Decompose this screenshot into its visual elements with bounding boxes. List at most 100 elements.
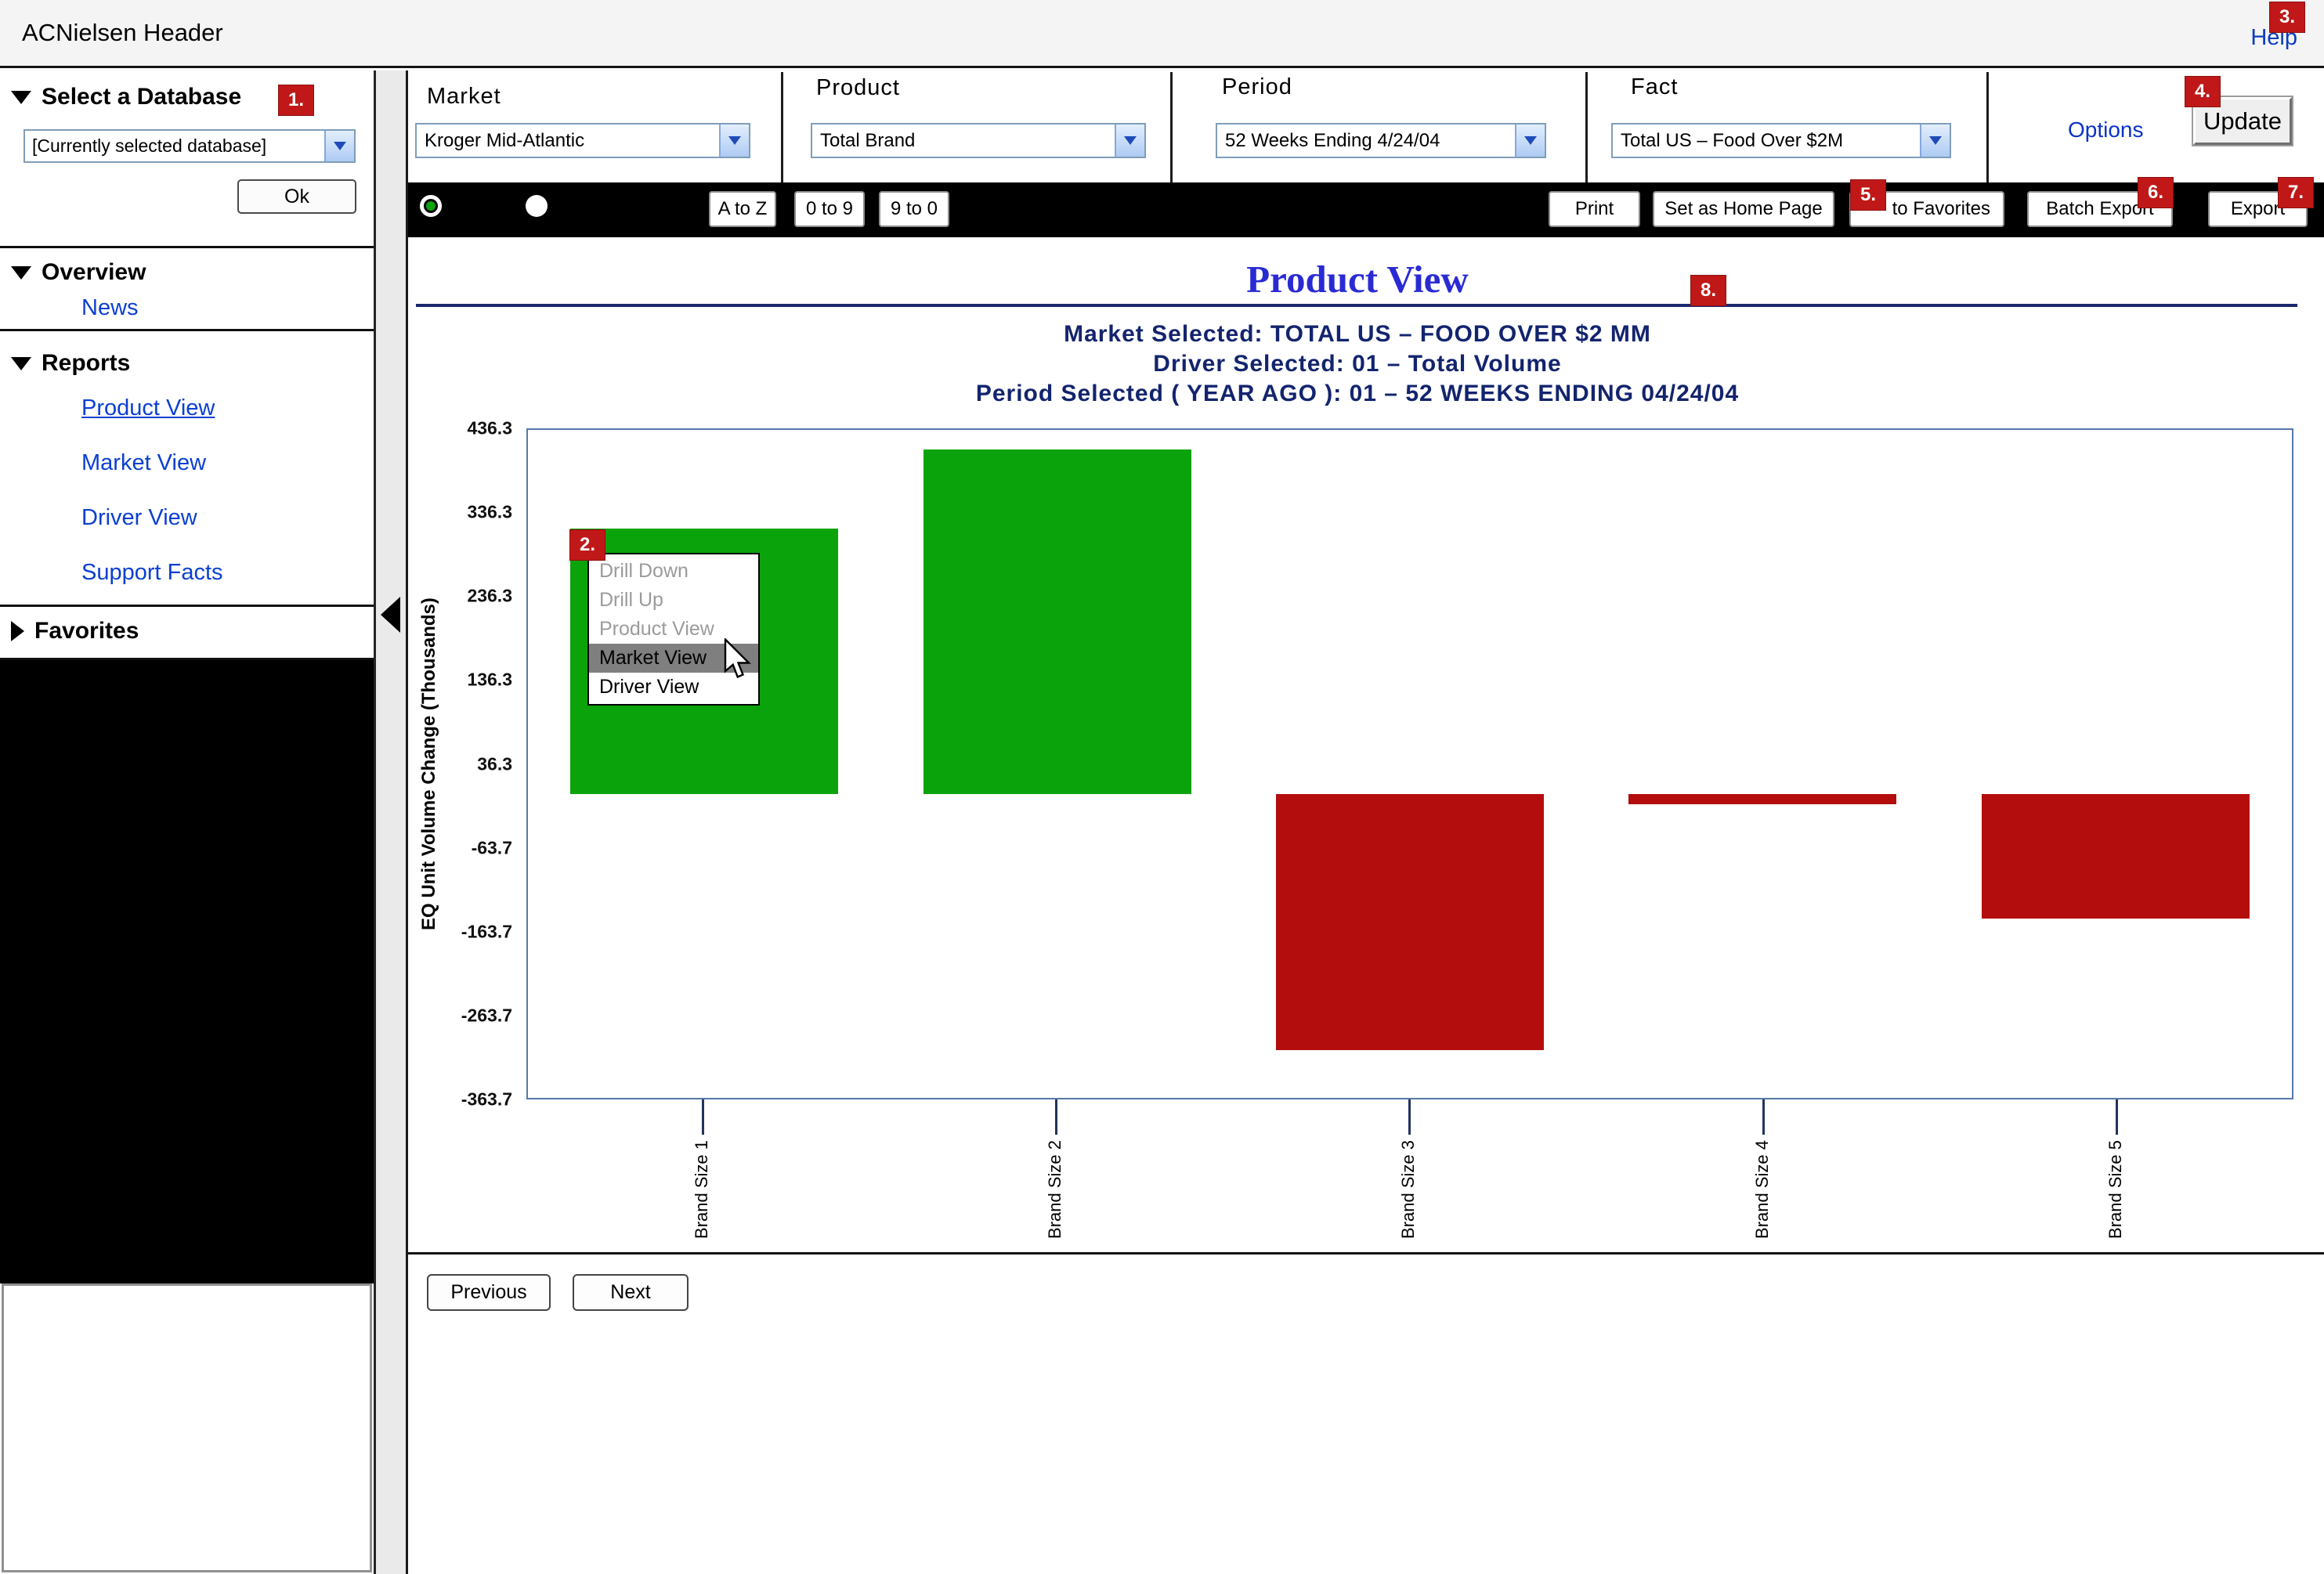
favorites-label: Favorites: [34, 618, 139, 644]
sidebar-item-market-view[interactable]: Market View: [81, 450, 207, 475]
menu-item-driver-view[interactable]: Driver View: [599, 676, 699, 698]
dropdown-arrow-icon: [1515, 125, 1545, 157]
x-tick-mark: [1762, 1099, 1765, 1135]
sidebar-divider: [0, 658, 374, 660]
x-tick-label: Brand Size 5: [2105, 1140, 2125, 1239]
collapse-sidebar-icon[interactable]: [381, 597, 400, 633]
chevron-down-icon: [11, 356, 31, 370]
reports-label: Reports: [42, 350, 131, 376]
radio-option-1[interactable]: [420, 195, 442, 217]
options-link[interactable]: Options: [2068, 117, 2144, 142]
bar-brand-size-4[interactable]: [1628, 794, 1896, 804]
product-select[interactable]: Total Brand: [811, 123, 1146, 158]
y-tick-label: -363.7: [461, 1088, 512, 1110]
database-select[interactable]: [Currently selected database]: [23, 129, 356, 163]
filter-separator: [1170, 72, 1173, 182]
fact-select-value: Total US – Food Over $2M: [1621, 129, 1844, 151]
select-database-label: Select a Database: [42, 84, 242, 110]
y-tick-label: 336.3: [467, 501, 512, 522]
x-tick-mark: [1055, 1099, 1057, 1135]
x-tick-mark: [1408, 1099, 1411, 1135]
x-tick-label: Brand Size 4: [1752, 1140, 1772, 1239]
context-menu: Drill Down Drill Up Product View Market …: [587, 553, 760, 706]
sidebar-divider: [0, 605, 374, 607]
annotation-badge-4: 4.: [2185, 76, 2221, 107]
select-database-header[interactable]: Select a Database: [11, 84, 241, 110]
annotation-badge-6: 6.: [2138, 177, 2174, 208]
ok-button[interactable]: Ok: [237, 179, 356, 214]
market-filter-label: Market: [427, 84, 501, 109]
chevron-down-icon: [11, 90, 31, 104]
report-title: Product View: [1246, 258, 1469, 301]
content-divider: [408, 1252, 2324, 1255]
period-select[interactable]: 52 Weeks Ending 4/24/04: [1216, 123, 1546, 158]
sidebar-collapse-strip: [374, 70, 408, 1574]
x-tick-label: Brand Size 1: [692, 1140, 711, 1239]
sidebar-item-product-view[interactable]: Product View: [81, 395, 215, 421]
y-tick-label: 36.3: [477, 753, 512, 774]
x-tick-label: Brand Size 3: [1398, 1140, 1418, 1239]
sidebar-bottom-panel: [2, 1283, 372, 1572]
y-tick-label: -63.7: [471, 837, 512, 858]
bar-brand-size-3[interactable]: [1276, 794, 1544, 1050]
y-tick-label: -263.7: [461, 1005, 512, 1026]
overview-label: Overview: [42, 259, 146, 285]
sidebar-divider: [0, 246, 374, 248]
plot-area: [526, 428, 2293, 1099]
previous-button[interactable]: Previous: [427, 1274, 551, 1311]
print-button[interactable]: Print: [1549, 191, 1640, 227]
favorites-header[interactable]: Favorites: [11, 618, 139, 644]
market-select-value: Kroger Mid-Atlantic: [425, 129, 585, 151]
report-toolbar: A to Z 0 to 9 9 to 0 Print Set as Home P…: [408, 182, 2324, 237]
mouse-cursor-icon: [724, 638, 751, 679]
set-home-page-button[interactable]: Set as Home Page: [1653, 191, 1834, 227]
dropdown-arrow-icon: [719, 125, 749, 157]
subtitle-market: Market Selected: TOTAL US – FOOD OVER $2…: [1064, 321, 1651, 347]
chevron-right-icon: [11, 621, 24, 641]
sidebar-item-driver-view[interactable]: Driver View: [81, 505, 197, 530]
reports-header[interactable]: Reports: [11, 350, 130, 377]
sort-0-to-9-button[interactable]: 0 to 9: [794, 191, 865, 227]
product-filter-label: Product: [816, 75, 900, 100]
subtitle-period: Period Selected ( YEAR AGO ): 01 – 52 WE…: [975, 381, 1740, 406]
next-button[interactable]: Next: [573, 1274, 689, 1311]
sidebar-item-news[interactable]: News: [81, 295, 139, 320]
annotation-badge-1: 1.: [278, 85, 314, 116]
annotation-badge-3: 3.: [2269, 2, 2305, 33]
sidebar-divider: [0, 329, 374, 331]
annotation-badge-8: 8.: [1690, 275, 1726, 306]
bar-brand-size-5[interactable]: [1982, 794, 2250, 919]
x-axis: Brand Size 1 Brand Size 2 Brand Size 3 B…: [526, 1099, 2293, 1268]
report-subtitle: Market Selected: TOTAL US – FOOD OVER $2…: [408, 319, 2307, 409]
market-select[interactable]: Kroger Mid-Atlantic: [415, 123, 750, 158]
y-tick-label: 136.3: [467, 669, 512, 690]
filter-separator: [1585, 72, 1588, 182]
sidebar-item-support-facts[interactable]: Support Facts: [81, 560, 223, 585]
y-tick-label: -163.7: [461, 921, 512, 942]
radio-option-2[interactable]: [526, 195, 548, 217]
sidebar-reports-links: Product View Market View Driver View Sup…: [81, 395, 223, 586]
overview-header[interactable]: Overview: [11, 259, 146, 286]
menu-item-product-view: Product View: [599, 618, 714, 640]
dropdown-arrow-icon: [1920, 125, 1950, 157]
x-tick-mark: [702, 1099, 704, 1135]
period-select-value: 52 Weeks Ending 4/24/04: [1225, 129, 1440, 151]
y-tick-label: 236.3: [467, 585, 512, 606]
annotation-badge-7: 7.: [2278, 177, 2314, 208]
sort-a-to-z-button[interactable]: A to Z: [709, 191, 776, 227]
x-tick-label: Brand Size 2: [1045, 1140, 1064, 1239]
fact-select[interactable]: Total US – Food Over $2M: [1611, 123, 1951, 158]
x-tick-mark: [2116, 1099, 2118, 1135]
filter-separator: [1986, 72, 1989, 182]
y-axis-labels: 436.3 336.3 236.3 136.3 36.3 -63.7 -163.…: [439, 418, 517, 1110]
sidebar: [0, 70, 374, 660]
dropdown-arrow-icon: [1115, 125, 1144, 157]
sort-9-to-0-button[interactable]: 9 to 0: [879, 191, 949, 227]
bar-brand-size-2[interactable]: [923, 449, 1191, 794]
menu-item-drill-down: Drill Down: [599, 560, 689, 582]
database-select-value: [Currently selected database]: [32, 135, 267, 156]
sidebar-filler: [0, 660, 374, 1283]
period-filter-label: Period: [1222, 74, 1292, 99]
title-divider: [416, 304, 2297, 307]
